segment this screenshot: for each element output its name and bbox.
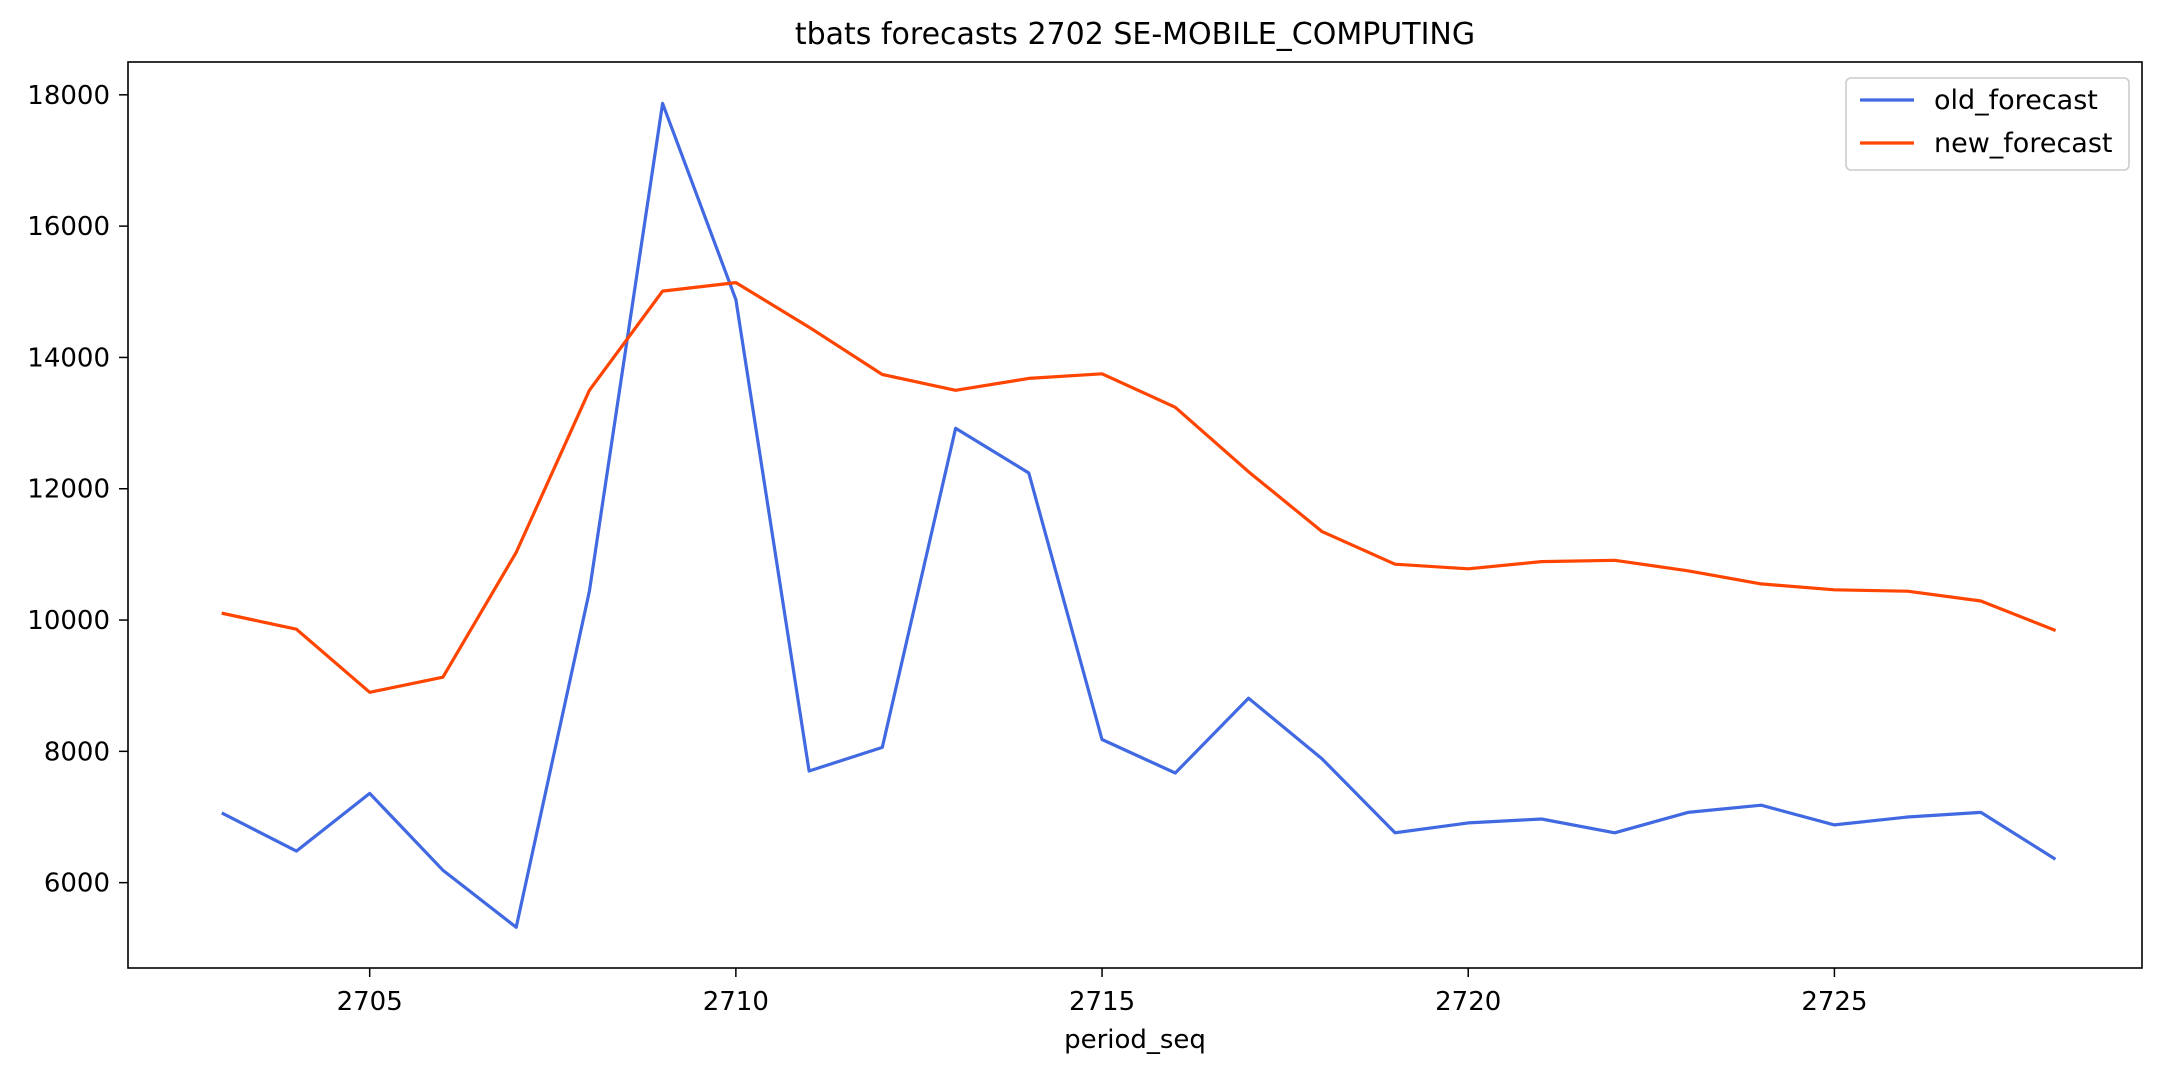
legend-label: old_forecast xyxy=(1934,85,2098,116)
y-tick-label: 16000 xyxy=(27,212,110,242)
y-tick-label: 10000 xyxy=(27,606,110,636)
x-tick-label: 2705 xyxy=(337,987,403,1017)
chart-title: tbats forecasts 2702 SE-MOBILE_COMPUTING xyxy=(795,17,1475,52)
series-line-new-forecast xyxy=(221,281,2057,694)
y-tick-label: 18000 xyxy=(27,81,110,111)
axis-ticks: 2705 2710 2715 2720 2725 6000 8000 10000 12000 14… xyxy=(27,81,1867,1017)
x-tick-label: 2710 xyxy=(703,987,769,1017)
series-line-old-forecast xyxy=(221,101,2057,929)
legend-box xyxy=(1845,77,2130,171)
plot-area xyxy=(221,101,2057,929)
y-tick-label: 12000 xyxy=(27,475,110,505)
y-tick-label: 6000 xyxy=(44,869,110,899)
legend: old_forecast new_forecast xyxy=(1845,77,2130,171)
x-tick-label: 2725 xyxy=(1801,987,1867,1017)
plot-frame xyxy=(127,61,2143,969)
x-tick-label: 2720 xyxy=(1435,987,1501,1017)
legend-label: new_forecast xyxy=(1934,128,2113,159)
x-axis-title: period_seq xyxy=(1064,1025,1206,1055)
y-tick-label: 8000 xyxy=(44,737,110,767)
y-tick-label: 14000 xyxy=(27,343,110,373)
x-tick-label: 2715 xyxy=(1069,987,1135,1017)
